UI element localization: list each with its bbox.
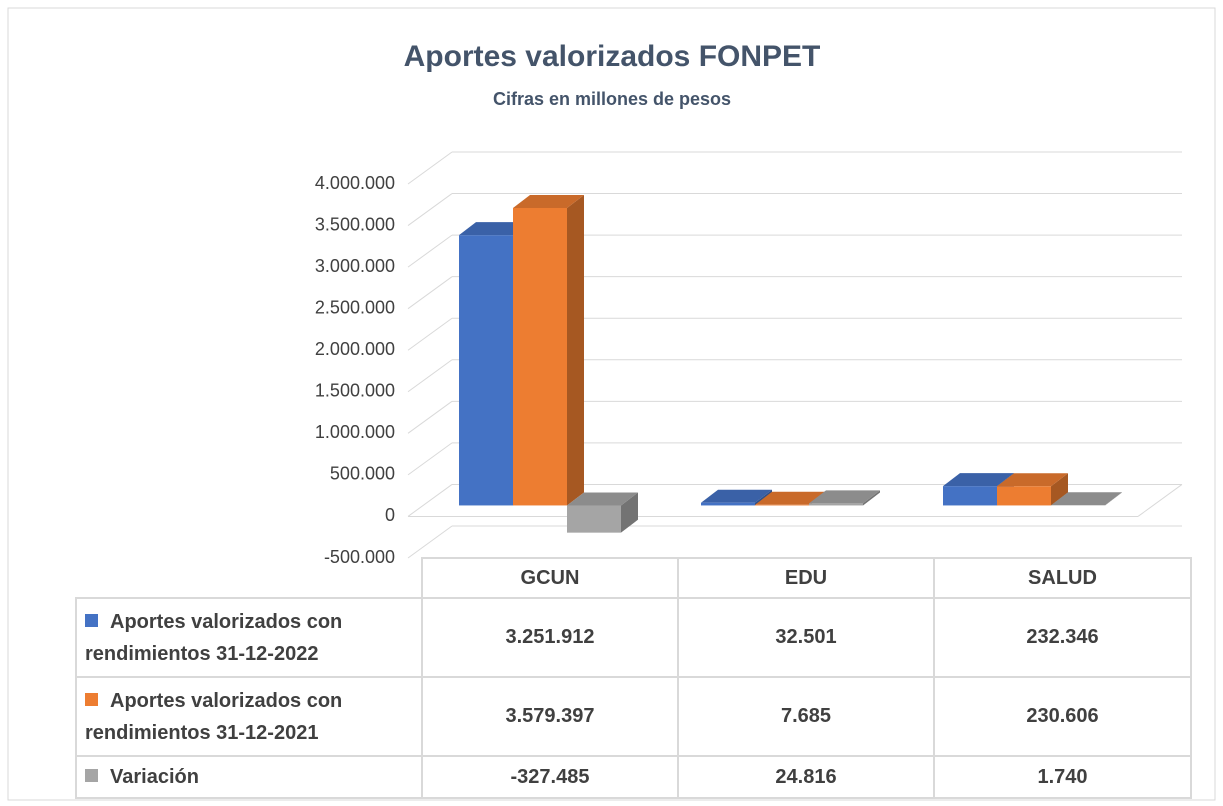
value-label: 32.501	[677, 597, 935, 678]
chart-subtitle: Cifras en millones de pesos	[493, 89, 731, 109]
bar	[701, 502, 755, 506]
legend-label: Aportes valorizados con rendimientos 31-…	[85, 689, 343, 744]
bar	[459, 235, 513, 506]
value-label: 24.816	[677, 755, 935, 799]
y-tick-label: 4.000.000	[315, 173, 395, 193]
bar-side	[863, 490, 880, 506]
bar-top	[809, 490, 880, 504]
legend-swatch	[85, 613, 98, 627]
y-tick-label: 1.500.000	[315, 381, 395, 401]
legend-cell: Aportes valorizados con rendimientos 31-…	[75, 597, 423, 678]
y-tick-label: 2.500.000	[315, 297, 395, 317]
chart-title: Aportes valorizados FONPET	[404, 40, 821, 73]
value-label: 7.685	[677, 676, 935, 757]
series-row: Aportes valorizados con rendimientos 31-…	[75, 597, 1192, 678]
header-row: GCUN EDU SALUD	[76, 557, 1192, 599]
grid-line	[407, 193, 453, 226]
legend-label: Variación	[110, 766, 199, 788]
bar-top	[755, 491, 826, 505]
bar-side	[1051, 473, 1068, 506]
series-row: Variación -327.485 24.816 1.740	[75, 755, 1192, 799]
bar-top	[997, 473, 1068, 487]
value-label: 1.740	[933, 755, 1192, 799]
bar-top	[943, 473, 1014, 487]
bar	[809, 503, 863, 506]
bar-side	[621, 492, 638, 533]
series-row: Aportes valorizados con rendimientos 31-…	[75, 676, 1192, 757]
grid-line	[407, 400, 453, 434]
bar-side	[1105, 492, 1122, 506]
grid-line	[407, 442, 453, 476]
value-label: 230.606	[933, 676, 1192, 757]
category-label: GCUN	[421, 557, 679, 599]
bar-top	[701, 489, 772, 503]
bar	[513, 207, 567, 506]
grid-line	[407, 484, 453, 517]
value-label: 3.579.397	[421, 676, 679, 757]
bar-side	[755, 489, 772, 506]
bar-top	[567, 492, 638, 506]
value-label: -327.485	[421, 755, 679, 799]
bar-top	[459, 222, 530, 236]
bar-top	[513, 194, 584, 208]
legend-cell: Aportes valorizados con rendimientos 31-…	[75, 676, 423, 757]
legend-swatch	[85, 692, 98, 706]
grid-line	[407, 359, 453, 393]
legend-cell: Variación	[75, 755, 423, 799]
y-tick-label: 1.000.000	[315, 422, 395, 442]
grid-line	[407, 317, 453, 351]
category-label: EDU	[677, 557, 935, 599]
bar-side	[567, 194, 584, 506]
corner-cell	[76, 558, 423, 598]
data-table: GCUN EDU SALUD Aportes valorizados con rend…	[75, 557, 1192, 799]
y-tick-label: 3.000.000	[315, 256, 395, 276]
floor-edge	[1137, 484, 1183, 517]
value-label: 3.251.912	[421, 597, 679, 678]
grid-line	[407, 525, 453, 559]
y-tick-label: 0	[385, 505, 395, 525]
legend-swatch	[85, 769, 98, 782]
bar-top	[1051, 492, 1122, 506]
y-tick-label: 2.000.000	[315, 339, 395, 359]
bar	[567, 505, 621, 533]
bar	[755, 504, 809, 506]
y-tick-label: 3.500.000	[315, 214, 395, 234]
bar	[997, 486, 1051, 506]
grid-line	[407, 276, 453, 310]
grid-line	[407, 234, 453, 268]
bar	[943, 486, 997, 506]
category-label: SALUD	[933, 557, 1192, 599]
legend-label: Aportes valorizados con rendimientos 31-…	[85, 610, 343, 665]
y-tick-label: 500.000	[330, 464, 395, 484]
grid-line	[407, 151, 453, 185]
value-label: 232.346	[933, 597, 1192, 678]
